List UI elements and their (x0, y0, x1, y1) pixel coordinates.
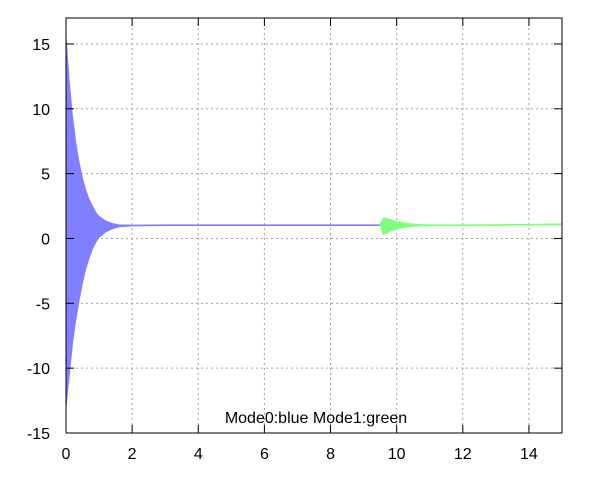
plot-frame (65, 17, 563, 434)
tick-marks (65, 18, 562, 434)
x-tick-label: 8 (326, 446, 335, 463)
legend-annotation: Mode0:blue Mode1:green (225, 410, 407, 427)
series-band-0 (65, 37, 381, 408)
grid-lines (66, 18, 562, 433)
y-tick-label: -10 (27, 361, 50, 378)
y-tick-label: 15 (32, 37, 50, 54)
x-tick-label: 2 (128, 446, 137, 463)
x-tick-label: 14 (520, 446, 538, 463)
series-layer (65, 37, 563, 408)
y-tick-labels: -15 -10 -5 0 5 10 15 (27, 37, 50, 443)
y-tick-label: -5 (36, 296, 50, 313)
x-tick-label: 4 (194, 446, 203, 463)
x-tick-label: 12 (454, 446, 472, 463)
y-tick-label: 0 (41, 231, 50, 248)
y-tick-label: 10 (32, 102, 50, 119)
x-tick-label: 0 (62, 446, 71, 463)
series-band-1 (379, 217, 563, 236)
y-tick-label: -15 (27, 426, 50, 443)
x-tick-label: 6 (260, 446, 269, 463)
y-tick-label: 5 (41, 167, 50, 184)
x-tick-label: 10 (388, 446, 406, 463)
x-tick-labels: 0 2 4 6 8 10 12 14 (62, 446, 538, 463)
